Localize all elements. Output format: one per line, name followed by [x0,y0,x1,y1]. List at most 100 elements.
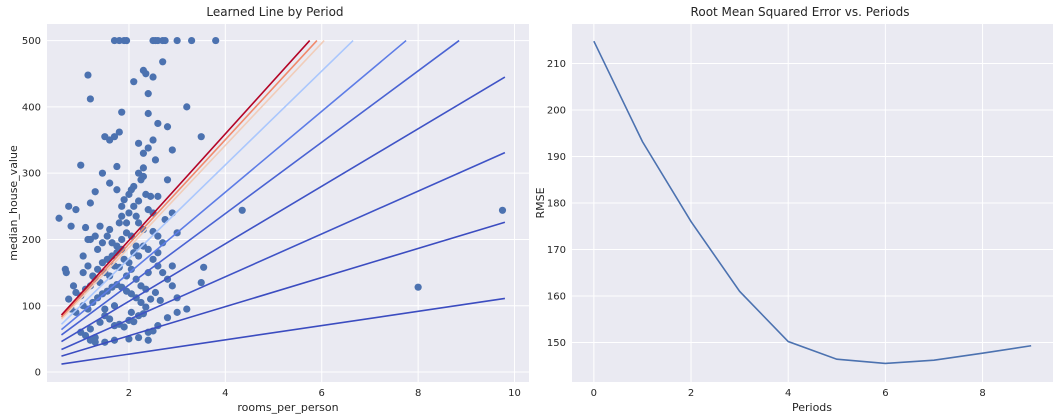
scatter-point [173,308,181,316]
scatter-point [106,136,114,144]
left-x-tick-labels: 2 4 6 8 10 [126,388,521,399]
learned-line [60,40,311,316]
scatter-point [163,176,172,184]
scatter-point [86,95,94,103]
learned-line [60,39,407,331]
scatter-point [414,283,422,291]
x-tick-label: 4 [222,388,228,399]
y-tick-label: 100 [22,301,41,312]
scatter-point [115,219,123,227]
scatter-point [134,219,143,227]
right-chart: Root Mean Squared Error vs. Periods 0 2 4 6… [534,5,1053,414]
x-tick-label: 10 [508,388,521,399]
scatter-point [120,323,128,331]
scatter-point [173,36,181,45]
scatter-point [67,222,75,230]
y-tick-label: 300 [22,169,41,180]
scatter-point [238,206,246,214]
scatter-point [98,239,107,247]
scatter-point [142,303,150,311]
scatter-point [118,108,126,116]
x-tick-label: 6 [319,388,325,399]
scatter-point [91,232,99,240]
scatter-point [159,58,167,66]
scatter-point [127,232,135,240]
scatter-point [130,318,138,326]
scatter-point [168,282,176,290]
scatter-point [127,186,135,194]
scatter-point [188,36,196,45]
scatter-point [127,290,135,298]
scatter-point [144,269,152,277]
scatter-point [118,202,126,210]
scatter-point [98,169,107,177]
learned-line [61,297,506,365]
scatter-point [197,133,205,141]
left-chart-title: Learned Line by Period [206,5,343,19]
scatter-point [144,90,152,98]
scatter-point [91,188,99,196]
scatter-point [94,265,102,273]
left-learned-lines [60,39,506,365]
scatter-point [163,123,172,131]
scatter-point [118,212,126,220]
y-tick-label: 210 [547,59,566,70]
scatter-point [134,197,143,205]
scatter-point [84,305,92,313]
scatter-point [122,36,131,45]
scatter-point [197,278,205,287]
scatter-point [65,202,73,210]
learned-line [61,151,506,351]
left-plot-area [47,24,529,382]
right-y-axis-label: RMSE [534,187,547,218]
x-tick-label: 2 [126,388,132,399]
scatter-point [127,265,135,273]
scatter-point [130,78,138,86]
scatter-point [101,305,109,313]
scatter-point [154,232,162,240]
y-tick-label: 200 [547,106,566,117]
scatter-point [62,269,70,277]
scatter-point [65,295,73,303]
y-tick-label: 0 [35,368,41,379]
scatter-point [130,202,138,210]
scatter-point [144,144,152,152]
y-tick-label: 150 [547,338,566,349]
x-tick-label: 8 [979,388,985,399]
x-tick-label: 6 [882,388,888,399]
learned-line [60,40,318,318]
scatter-point [149,136,157,144]
learned-line [60,39,460,336]
right-chart-title: Root Mean Squared Error vs. Periods [691,5,910,19]
scatter-point [77,161,85,169]
y-tick-label: 160 [547,291,566,302]
scatter-point [137,298,145,307]
y-tick-label: 190 [547,152,566,163]
scatter-point [84,235,92,244]
scatter-point [156,296,164,305]
scatter-point [96,222,104,230]
learned-line [60,40,325,320]
left-y-axis-label: median_house_value [7,145,20,261]
scatter-point [149,73,157,81]
scatter-point [55,214,63,222]
scatter-point [163,314,172,322]
scatter-point [115,36,123,45]
y-tick-label: 200 [22,235,41,246]
scatter-point [86,199,94,207]
scatter-point [132,212,140,220]
right-series-lines [593,40,1032,365]
scatter-point [115,128,123,136]
y-tick-label: 400 [22,102,41,113]
left-x-axis-label: rooms_per_person [237,401,338,414]
scatter-point [168,262,176,270]
scatter-point [134,139,143,147]
scatter-point [118,235,126,244]
scatter-point [106,272,114,280]
scatter-point [212,36,220,45]
scatter-point [154,192,162,200]
scatter-point [79,252,87,260]
right-x-tick-labels: 0 2 4 6 8 [591,388,986,399]
scatter-point [127,308,135,316]
